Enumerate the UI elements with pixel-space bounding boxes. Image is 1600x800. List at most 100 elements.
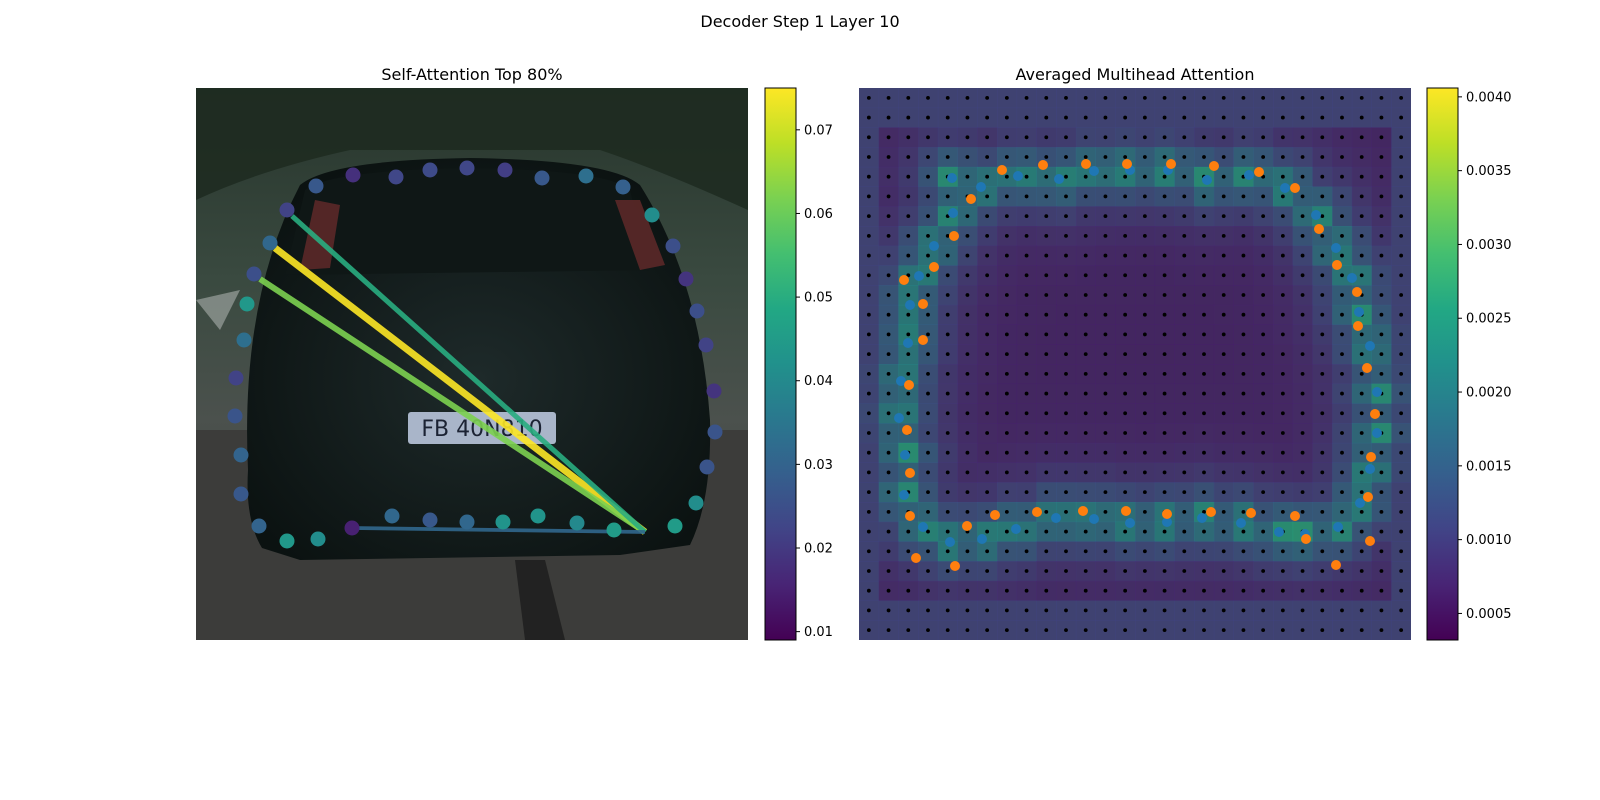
grid-dot	[906, 628, 911, 633]
grid-dot	[906, 214, 911, 219]
grid-dot	[1221, 529, 1226, 534]
grid-dot	[1241, 95, 1246, 100]
keypoint-37	[239, 296, 255, 312]
colorbar-tick-label: 0.0035	[1466, 164, 1512, 179]
grid-dot	[965, 490, 970, 495]
series-0-point	[1011, 524, 1021, 534]
grid-dot	[1083, 529, 1088, 534]
grid-dot	[1340, 431, 1344, 435]
grid-dot	[1399, 608, 1404, 613]
grid-dot	[1142, 608, 1147, 613]
series-0-point	[1372, 428, 1382, 438]
grid-dot	[1320, 352, 1325, 357]
keypoint-11	[644, 207, 660, 223]
grid-dot	[1300, 549, 1305, 554]
grid-dot	[1103, 312, 1108, 317]
grid-dot	[965, 450, 970, 455]
grid-dot	[1359, 352, 1364, 357]
grid-dot	[1300, 391, 1305, 396]
grid-dot	[1064, 529, 1068, 534]
grid-dot	[886, 450, 891, 455]
grid-dot	[1024, 332, 1029, 337]
grid-dot	[1182, 371, 1187, 376]
grid-dot	[866, 135, 871, 140]
grid-dot	[1261, 411, 1266, 416]
grid-dot	[906, 273, 911, 278]
grid-dot	[1202, 352, 1206, 357]
keypoint-30	[279, 533, 295, 549]
grid-dot	[945, 490, 950, 495]
grid-dot	[1142, 529, 1147, 534]
grid-dot	[1044, 371, 1049, 376]
grid-dot	[985, 391, 990, 396]
grid-dot	[886, 470, 891, 475]
grid-dot	[1300, 194, 1305, 199]
grid-dot	[985, 490, 990, 495]
keypoint-16	[706, 383, 722, 399]
grid-dot	[1261, 253, 1266, 258]
grid-dot	[1261, 352, 1266, 357]
grid-dot	[1162, 214, 1167, 219]
grid-dot	[1340, 312, 1344, 317]
grid-dot	[1142, 332, 1147, 337]
left-attention-links	[258, 214, 648, 535]
grid-dot	[1280, 490, 1285, 495]
grid-dot	[985, 470, 990, 475]
grid-dot	[1103, 391, 1108, 396]
series-1-point	[1122, 159, 1132, 169]
grid-dot	[1064, 470, 1068, 475]
grid-dot	[1142, 273, 1147, 278]
keypoint-29	[310, 531, 326, 547]
keypoint-20	[667, 518, 683, 534]
grid-dot	[1379, 214, 1384, 219]
grid-dot	[965, 411, 970, 416]
grid-dot	[1182, 352, 1187, 357]
series-0-point	[905, 300, 915, 310]
grid-dot	[1221, 332, 1226, 337]
grid-dot	[1261, 273, 1266, 278]
grid-dot	[1182, 332, 1187, 337]
grid-dot	[1202, 588, 1206, 593]
grid-dot	[1024, 450, 1029, 455]
grid-dot	[1202, 490, 1206, 495]
grid-dot	[1162, 529, 1167, 534]
grid-dot	[1399, 391, 1404, 396]
grid-dot	[1280, 352, 1285, 357]
grid-dot	[926, 155, 930, 159]
grid-dot	[1024, 411, 1029, 416]
grid-dot	[1221, 214, 1226, 219]
grid-dot	[1024, 194, 1029, 199]
grid-dot	[1123, 490, 1128, 495]
grid-dot	[1340, 588, 1344, 593]
grid-dot	[985, 549, 990, 554]
grid-dot	[1221, 549, 1226, 554]
grid-dot	[1123, 588, 1128, 593]
grid-dot	[1241, 529, 1246, 534]
grid-dot	[906, 135, 911, 140]
grid-dot	[1379, 628, 1384, 633]
series-1-point	[1290, 511, 1300, 521]
grid-dot	[866, 470, 871, 475]
grid-dot	[1103, 529, 1108, 534]
grid-dot	[1320, 174, 1325, 179]
grid-dot	[1103, 155, 1108, 159]
series-1-point	[1352, 287, 1362, 297]
grid-dot	[965, 233, 970, 238]
grid-dot	[1004, 470, 1009, 475]
grid-dot	[866, 194, 871, 199]
grid-dot	[1004, 431, 1009, 435]
grid-dot	[1399, 293, 1404, 297]
grid-dot	[1142, 391, 1147, 396]
keypoint-32	[233, 486, 249, 502]
grid-dot	[1241, 490, 1246, 495]
grid-dot	[1241, 332, 1246, 337]
series-0-point	[1333, 522, 1343, 532]
grid-dot	[866, 233, 871, 238]
grid-dot	[1123, 194, 1128, 199]
right-panel: Averaged Multihead Attention	[859, 65, 1411, 640]
grid-dot	[1142, 371, 1147, 376]
grid-dot	[1202, 155, 1206, 159]
keypoint-19	[688, 495, 704, 511]
grid-dot	[1064, 253, 1068, 258]
